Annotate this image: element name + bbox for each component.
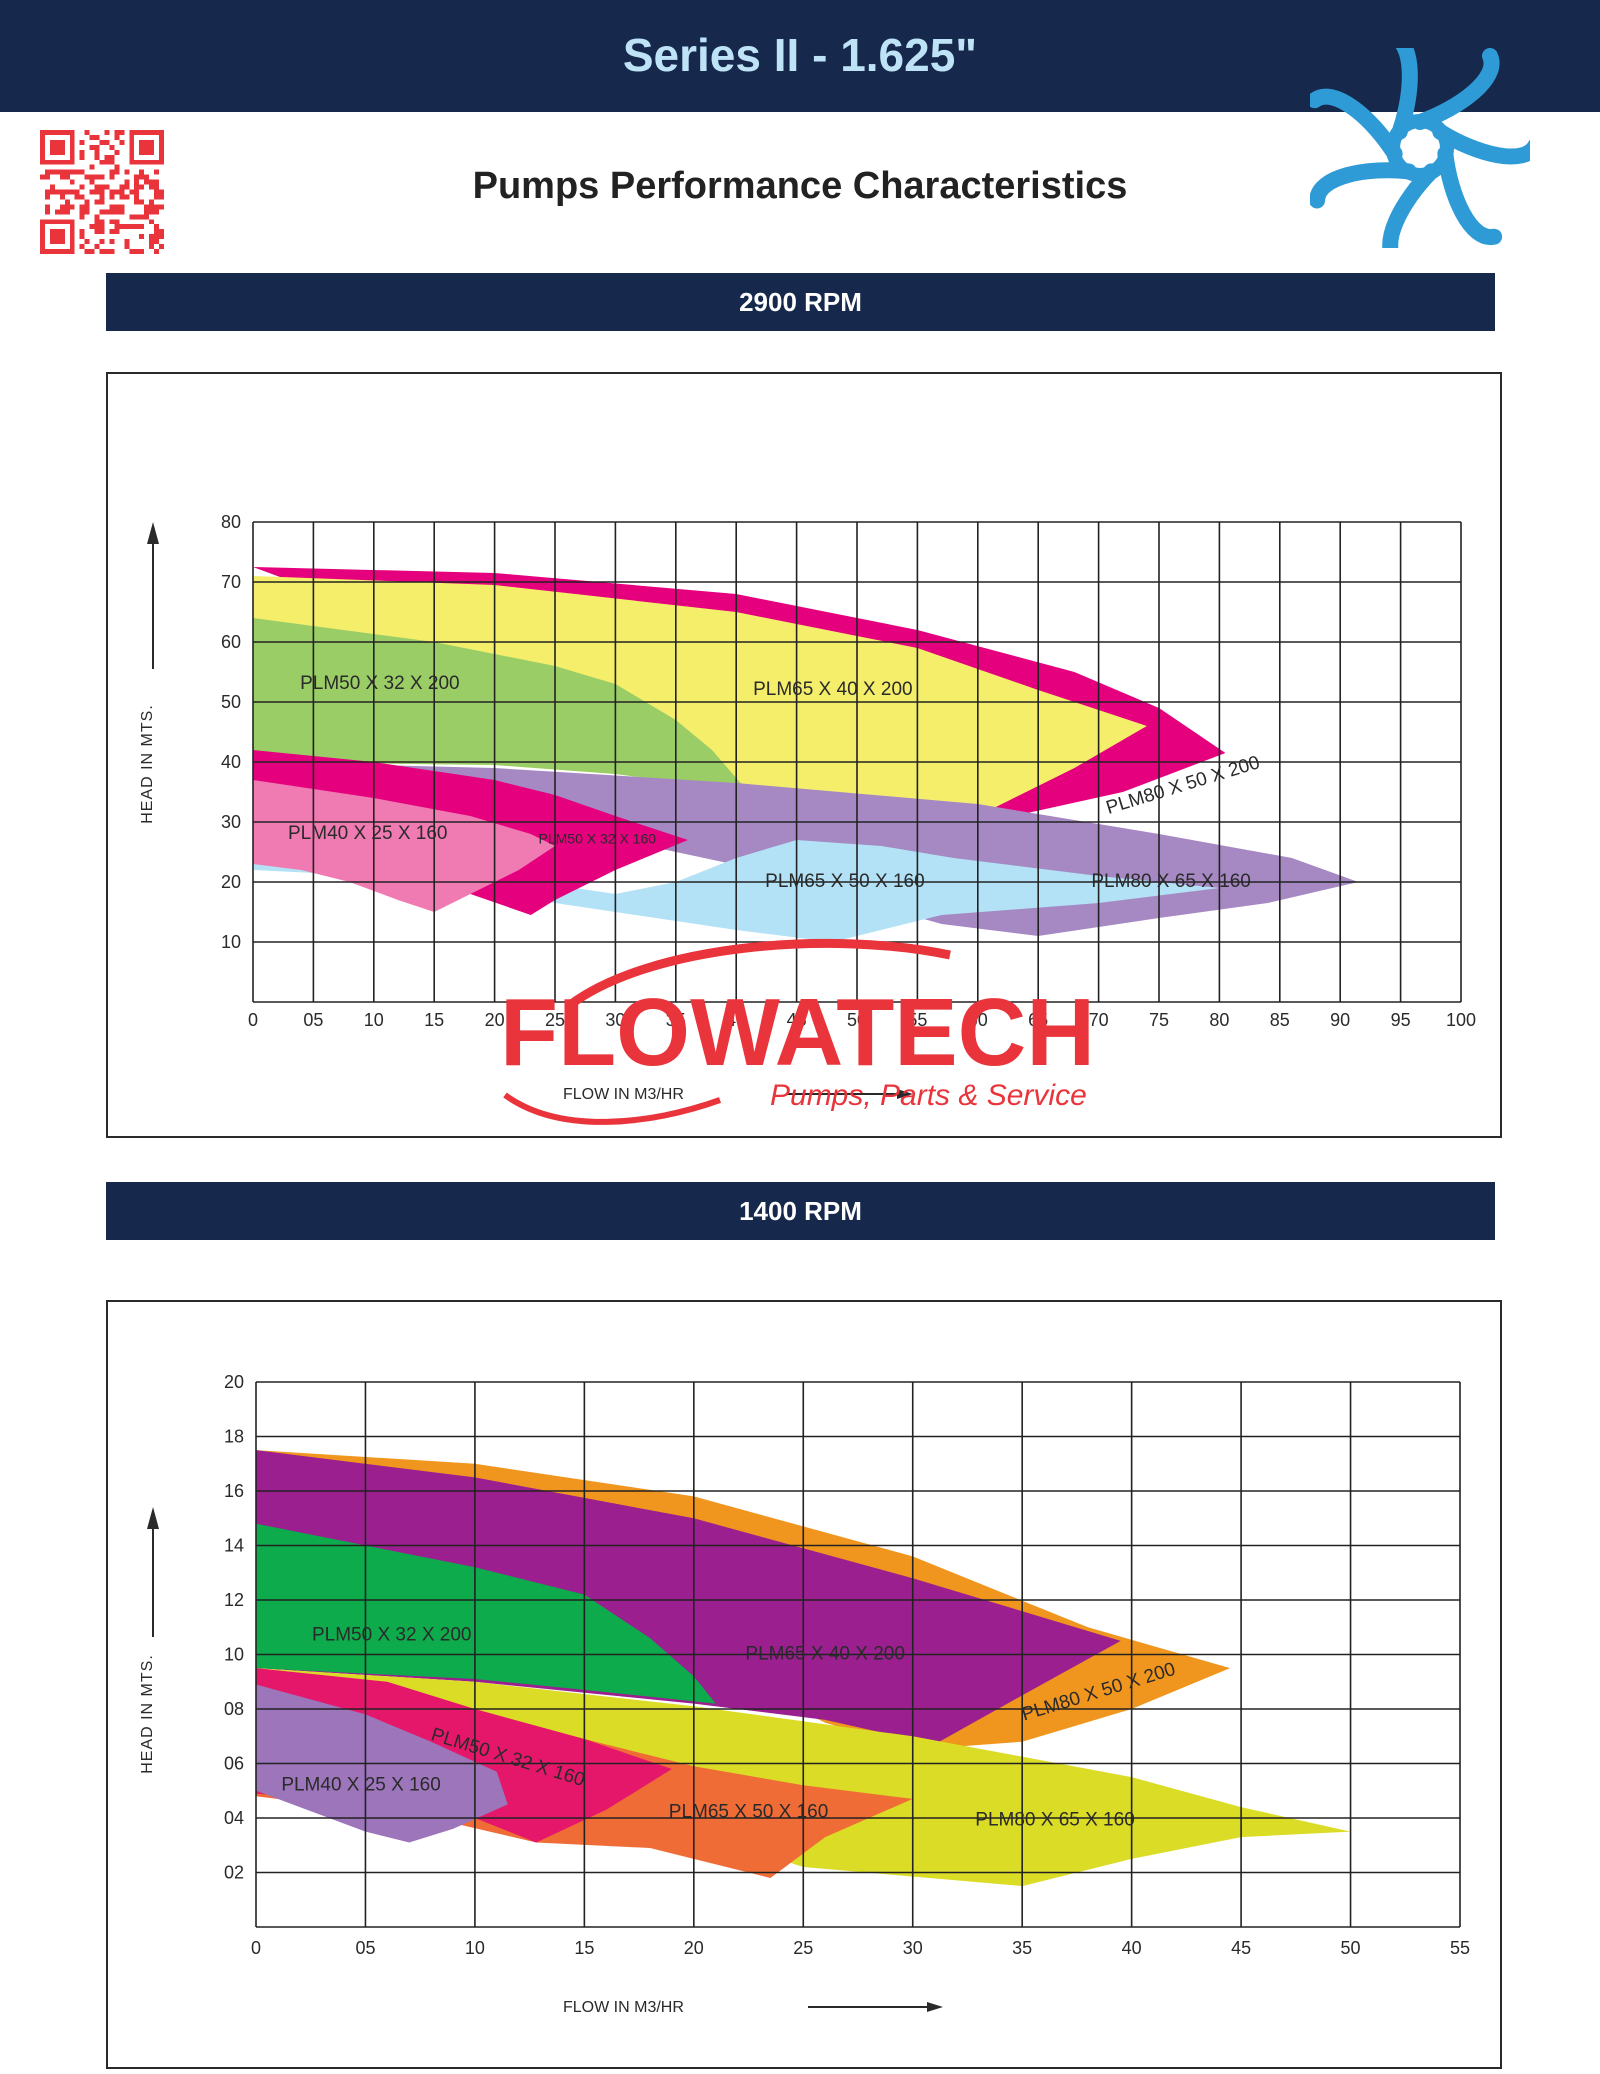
- y-tick-label: 80: [221, 512, 241, 532]
- x-tick-label: 45: [1231, 1938, 1251, 1958]
- x-tick-label: 65: [1028, 1010, 1048, 1030]
- y-tick-label: 70: [221, 572, 241, 592]
- flowatech-watermark: FLOWATECH Pumps, Parts & Service: [500, 938, 1095, 1125]
- y-tick-label: 30: [221, 812, 241, 832]
- x-tick-label: 25: [793, 1938, 813, 1958]
- y-tick-label: 20: [221, 872, 241, 892]
- x-axis-label: FLOW IN M3/HR: [563, 1086, 684, 1103]
- series-label: PLM40 X 25 X 160: [281, 1774, 441, 1795]
- y-tick-label: 16: [224, 1481, 244, 1501]
- series-label: PLM65 X 50 X 160: [669, 1802, 829, 1823]
- x-tick-label: 25: [545, 1010, 565, 1030]
- page-subtitle: Pumps Performance Characteristics: [472, 165, 1128, 207]
- x-tick-label: 0: [248, 1010, 258, 1030]
- y-tick-label: 10: [224, 1645, 244, 1665]
- y-tick-label: 20: [224, 1372, 244, 1392]
- series-label: PLM65 X 50 X 160: [765, 871, 925, 892]
- x-tick-label: 50: [1341, 1938, 1361, 1958]
- series-label: PLM65 X 40 X 200: [745, 1644, 905, 1665]
- y-tick-label: 06: [224, 1754, 244, 1774]
- x-tick-label: 35: [666, 1010, 686, 1030]
- x-tick-label: 15: [574, 1938, 594, 1958]
- x-axis-label: FLOW IN M3/HR: [563, 1999, 684, 2016]
- x-tick-label: 45: [787, 1010, 807, 1030]
- x-tick-label: 30: [903, 1938, 923, 1958]
- y-axis-label: HEAD IN MTS.: [139, 1654, 156, 1774]
- y-tick-label: 40: [221, 752, 241, 772]
- y-tick-label: 02: [224, 1863, 244, 1883]
- x-tick-label: 70: [1089, 1010, 1109, 1030]
- x-axis-arrow-head: [927, 2002, 943, 2012]
- y-tick-label: 12: [224, 1590, 244, 1610]
- impeller-logo-icon: [1310, 48, 1530, 248]
- x-tick-label: 20: [684, 1938, 704, 1958]
- watermark-swoosh-top: [567, 938, 951, 1009]
- x-tick-label: 05: [355, 1938, 375, 1958]
- y-tick-label: 18: [224, 1427, 244, 1447]
- rpm-band-2900: 2900 RPM: [106, 273, 1495, 331]
- y-axis-arrow-head: [147, 522, 159, 544]
- area-plm50-x-32-x-200: [256, 1523, 716, 1704]
- series-label: PLM50 X 32 X 200: [300, 673, 460, 694]
- chart-panel-1400: PLM80 X 50 X 200 PLM65 X 40 X 200 PLM50 X …: [106, 1300, 1502, 2069]
- series-label: PLM80 X 65 X 160: [975, 1810, 1135, 1831]
- x-tick-label: 55: [1450, 1938, 1470, 1958]
- series-label: PLM65 X 40 X 200: [753, 679, 913, 700]
- x-tick-label: 40: [1122, 1938, 1142, 1958]
- x-tick-label: 10: [465, 1938, 485, 1958]
- x-tick-label: 100: [1446, 1010, 1476, 1030]
- watermark-swoosh-bottom: [503, 1092, 722, 1125]
- x-tick-label: 75: [1149, 1010, 1169, 1030]
- y-tick-label: 14: [224, 1536, 244, 1556]
- y-tick-label: 08: [224, 1699, 244, 1719]
- x-tick-label: 60: [968, 1010, 988, 1030]
- x-tick-label: 40: [726, 1010, 746, 1030]
- x-tick-label: 0: [251, 1938, 261, 1958]
- series-label: PLM50 X 32 X 200: [312, 1624, 472, 1645]
- rpm-band-1400: 1400 RPM: [106, 1182, 1495, 1240]
- x-axis-arrow-head: [897, 1089, 913, 1099]
- x-tick-label: 95: [1391, 1010, 1411, 1030]
- y-tick-label: 60: [221, 632, 241, 652]
- area-plm50-x-32-x-200: [253, 618, 749, 792]
- x-tick-label: 80: [1209, 1010, 1229, 1030]
- area-plm40-x-25-x-160: [253, 780, 555, 912]
- y-tick-label: 04: [224, 1808, 244, 1828]
- series-label: PLM40 X 25 X 160: [288, 823, 448, 844]
- grid: [252, 521, 1462, 1003]
- grid: [255, 1381, 1461, 1928]
- chart-panel-2900: PLM80 X 50 X 200 PLM65 X 40 X 200 PLM50 X …: [106, 372, 1502, 1138]
- watermark-brand: FLOWATECH: [500, 979, 1095, 1086]
- qr-code-icon: [40, 130, 164, 254]
- y-axis-label: HEAD IN MTS.: [139, 704, 156, 824]
- x-tick-label: 50: [847, 1010, 867, 1030]
- y-axis-arrow-head: [147, 1507, 159, 1529]
- y-tick-label: 50: [221, 692, 241, 712]
- x-tick-label: 90: [1330, 1010, 1350, 1030]
- series-label: PLM50 X 32 X 160: [539, 831, 657, 847]
- series-label: PLM80 X 65 X 160: [1091, 871, 1251, 892]
- x-tick-label: 30: [605, 1010, 625, 1030]
- x-tick-label: 55: [907, 1010, 927, 1030]
- x-tick-label: 85: [1270, 1010, 1290, 1030]
- x-tick-label: 10: [364, 1010, 384, 1030]
- x-tick-label: 05: [303, 1010, 323, 1030]
- x-tick-label: 20: [485, 1010, 505, 1030]
- header-bar: Series II - 1.625": [0, 0, 1600, 112]
- watermark-tagline: Pumps, Parts & Service: [770, 1079, 1087, 1112]
- x-tick-label: 35: [1012, 1938, 1032, 1958]
- y-tick-label: 10: [221, 932, 241, 952]
- page-title: Series II - 1.625": [622, 29, 978, 81]
- x-tick-label: 15: [424, 1010, 444, 1030]
